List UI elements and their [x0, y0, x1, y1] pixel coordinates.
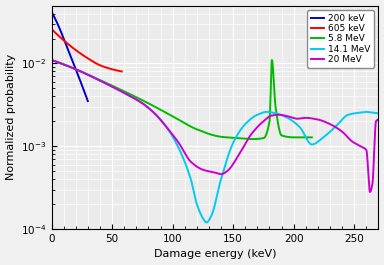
Y-axis label: Normalized probability: Normalized probability	[5, 54, 16, 180]
605 keV	[109, 67, 113, 70]
20 MeV	[50, 59, 54, 62]
14.1 MeV	[262, 111, 266, 114]
14.1 MeV	[109, 85, 113, 88]
20 MeV	[109, 85, 113, 88]
20 MeV	[318, 118, 323, 122]
14.1 MeV	[204, 221, 209, 224]
5.8 MeV	[50, 59, 54, 62]
5.8 MeV	[262, 136, 266, 139]
5.8 MeV	[245, 137, 250, 140]
5.8 MeV	[109, 83, 113, 87]
5.8 MeV	[174, 117, 179, 120]
Line: 200 keV: 200 keV	[52, 12, 88, 101]
20 MeV	[293, 117, 298, 120]
14.1 MeV	[50, 59, 54, 62]
Line: 5.8 MeV: 5.8 MeV	[52, 60, 312, 139]
14.1 MeV	[376, 112, 381, 115]
20 MeV	[376, 118, 381, 121]
14.1 MeV	[293, 122, 298, 125]
5.8 MeV	[293, 136, 298, 139]
200 keV	[50, 10, 54, 14]
X-axis label: Damage energy (keV): Damage energy (keV)	[154, 249, 276, 259]
Line: 14.1 MeV: 14.1 MeV	[52, 60, 379, 223]
14.1 MeV	[245, 120, 250, 123]
20 MeV	[245, 138, 250, 141]
14.1 MeV	[174, 142, 179, 145]
Line: 605 keV: 605 keV	[52, 29, 122, 72]
Line: 20 MeV: 20 MeV	[52, 60, 379, 192]
20 MeV	[174, 138, 179, 142]
20 MeV	[262, 119, 266, 122]
605 keV	[50, 28, 54, 31]
Legend: 200 keV, 605 keV, 5.8 MeV, 14.1 MeV, 20 MeV: 200 keV, 605 keV, 5.8 MeV, 14.1 MeV, 20 …	[307, 10, 374, 68]
14.1 MeV	[318, 138, 323, 141]
20 MeV	[368, 191, 372, 194]
